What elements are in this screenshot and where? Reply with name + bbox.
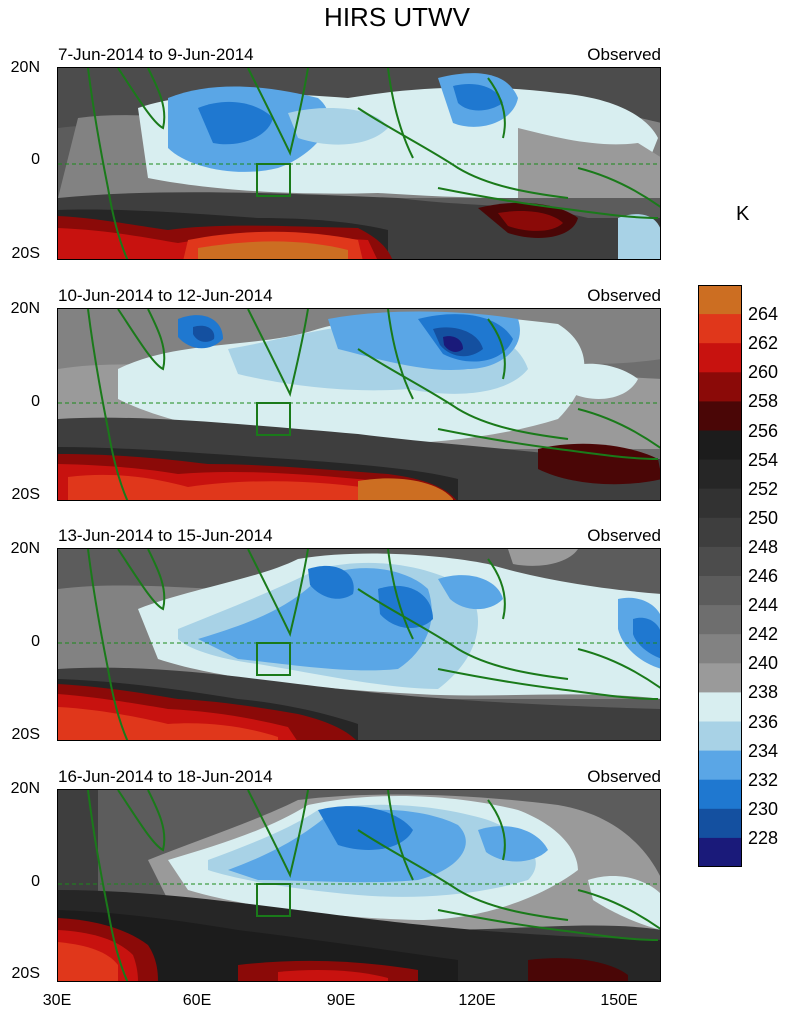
- panel-source-label: Observed: [587, 45, 661, 64]
- contour-map: [58, 549, 660, 740]
- x-tick-label: 60E: [182, 992, 212, 1009]
- y-tick-label: 20S: [11, 245, 40, 262]
- colorbar-tick-label: 260: [748, 362, 779, 383]
- colorbar-swatch: [698, 517, 742, 548]
- colorbar-tick-label: 242: [748, 624, 779, 645]
- colorbar-swatch: [698, 721, 742, 752]
- colorbar-swatch: [698, 546, 742, 577]
- colorbar-swatch: [698, 837, 742, 868]
- contour-map: [58, 68, 660, 259]
- panel-date-range: 16-Jun-2014 to 18-Jun-2014: [58, 767, 273, 786]
- colorbar-swatch: [698, 605, 742, 635]
- colorbar-tick-label: 254: [748, 449, 779, 470]
- colorbar-tick-label: 228: [748, 827, 779, 848]
- x-tick-label: 30E: [42, 992, 72, 1009]
- colorbar-swatch: [698, 285, 742, 315]
- y-tick-label: 0: [31, 873, 40, 890]
- panel-date-range: 10-Jun-2014 to 12-Jun-2014: [58, 286, 273, 305]
- map-plot-area: [57, 308, 661, 501]
- x-tick-label: 90E: [326, 992, 356, 1009]
- contour-map: [58, 790, 660, 981]
- y-tick-label: 20S: [11, 486, 40, 503]
- panel-source-label: Observed: [587, 286, 661, 305]
- panel-source-label: Observed: [587, 767, 661, 786]
- colorbar-swatch: [698, 401, 742, 431]
- colorbar-swatch: [698, 343, 742, 373]
- y-tick-label: 20N: [10, 540, 40, 557]
- y-tick-label: 20N: [10, 300, 40, 317]
- panel-source-label: Observed: [587, 526, 661, 545]
- colorbar: [698, 285, 742, 872]
- colorbar-tick-label: 244: [748, 595, 779, 616]
- colorbar-tick-label: 258: [748, 391, 779, 412]
- figure-title: HIRS UTWV: [324, 2, 470, 32]
- map-plot-area: [57, 789, 661, 982]
- colorbar-tick-label: 238: [748, 682, 779, 703]
- y-tick-label: 20N: [10, 59, 40, 76]
- colorbar-tick-label: 232: [748, 769, 779, 790]
- y-tick-label: 0: [31, 151, 40, 168]
- colorbar-tick-label: 256: [748, 420, 779, 441]
- map-plot-area: [57, 67, 661, 260]
- colorbar-tick-label: 248: [748, 536, 779, 557]
- colorbar-swatch: [698, 488, 742, 519]
- map-panel-2: 10-Jun-2014 to 12-Jun-2014 Observed: [57, 286, 661, 501]
- colorbar-tick-label: 252: [748, 478, 779, 499]
- colorbar-tick-label: 240: [748, 653, 779, 674]
- panel-date-range: 7-Jun-2014 to 9-Jun-2014: [58, 45, 254, 64]
- colorbar-swatch: [698, 314, 742, 344]
- colorbar-swatch: [698, 634, 742, 664]
- colorbar-tick-label: 230: [748, 798, 779, 819]
- map-panel-3: 13-Jun-2014 to 15-Jun-2014 Observed: [57, 526, 661, 741]
- colorbar-tick-label: 264: [748, 304, 779, 325]
- panel-date-range: 13-Jun-2014 to 15-Jun-2014: [58, 526, 273, 545]
- colorbar-swatch: [698, 663, 742, 693]
- colorbar-swatch: [698, 779, 742, 810]
- colorbar-swatches: [698, 285, 742, 868]
- colorbar-tick-label: 246: [748, 566, 779, 586]
- y-tick-label: 0: [31, 633, 40, 650]
- map-panel-4: 16-Jun-2014 to 18-Jun-2014 Observed: [57, 767, 661, 982]
- y-tick-label: 20N: [10, 780, 40, 797]
- colorbar-tick-label: 250: [748, 507, 779, 528]
- colorbar-swatch: [698, 459, 742, 490]
- y-tick-label: 20S: [11, 965, 40, 982]
- x-tick-label: 120E: [458, 992, 496, 1009]
- map-panel-1: 7-Jun-2014 to 9-Jun-2014 Observed: [57, 45, 661, 260]
- colorbar-tick-label: 236: [748, 711, 779, 732]
- colorbar-swatch: [698, 372, 742, 402]
- colorbar-border: [698, 285, 742, 867]
- colorbar-tick-label: 234: [748, 740, 779, 761]
- colorbar-swatch: [698, 576, 742, 606]
- map-plot-area: [57, 548, 661, 741]
- colorbar-swatch: [698, 808, 742, 839]
- colorbar-swatch: [698, 692, 742, 722]
- y-tick-label: 20S: [11, 726, 40, 743]
- colorbar-swatch: [698, 750, 742, 781]
- colorbar-units: K: [736, 203, 750, 225]
- x-tick-label: 150E: [600, 992, 638, 1009]
- y-tick-label: 0: [31, 393, 40, 410]
- colorbar-swatch: [698, 430, 742, 461]
- contour-map: [58, 309, 660, 500]
- colorbar-tick-label: 262: [748, 333, 779, 354]
